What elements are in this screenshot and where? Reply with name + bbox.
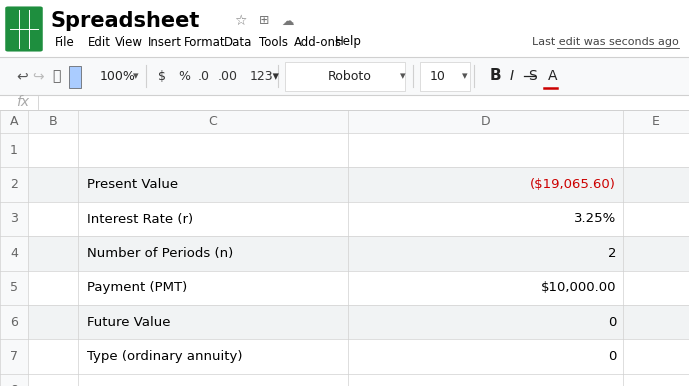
- Text: D: D: [481, 115, 491, 128]
- Text: 2: 2: [608, 247, 616, 260]
- Text: ⎙: ⎙: [52, 69, 61, 83]
- Text: A: A: [548, 69, 557, 83]
- Text: Payment (PMT): Payment (PMT): [87, 281, 187, 294]
- Text: 8: 8: [10, 384, 18, 386]
- Text: Edit: Edit: [88, 36, 111, 49]
- Text: S: S: [528, 69, 537, 83]
- Bar: [0, 133, 28, 386]
- Text: A: A: [10, 115, 18, 128]
- Text: I: I: [510, 69, 514, 83]
- Text: .00: .00: [218, 69, 238, 83]
- Text: C: C: [209, 115, 217, 128]
- Bar: [0, 57, 689, 95]
- Text: 0: 0: [608, 316, 616, 329]
- Text: Future Value: Future Value: [87, 316, 170, 329]
- Text: ↩: ↩: [16, 69, 28, 83]
- Bar: [28, 168, 689, 202]
- Text: Data: Data: [224, 36, 252, 49]
- Text: 1: 1: [10, 144, 18, 157]
- Bar: [69, 66, 81, 88]
- Bar: [28, 202, 689, 236]
- Bar: [28, 374, 689, 386]
- Text: Help: Help: [335, 36, 362, 49]
- Text: ▾: ▾: [462, 71, 468, 81]
- Text: fx: fx: [16, 95, 29, 109]
- Bar: [28, 271, 689, 305]
- Text: Present Value: Present Value: [87, 178, 178, 191]
- Text: 123▾: 123▾: [250, 69, 280, 83]
- Text: 5: 5: [10, 281, 18, 294]
- Text: $: $: [158, 69, 166, 83]
- Text: 3.25%: 3.25%: [574, 213, 616, 225]
- Text: %: %: [178, 69, 190, 83]
- FancyBboxPatch shape: [6, 7, 43, 52]
- Bar: [0, 110, 689, 133]
- Text: 100%: 100%: [100, 69, 136, 83]
- Text: Spreadsheet: Spreadsheet: [50, 11, 199, 31]
- Text: 0: 0: [608, 350, 616, 363]
- Bar: [0, 95, 689, 110]
- Text: ▾: ▾: [133, 71, 138, 81]
- Text: $10,000.00: $10,000.00: [541, 281, 616, 294]
- Text: B: B: [49, 115, 57, 128]
- Text: ⊞: ⊞: [259, 15, 269, 27]
- Text: Number of Periods (n): Number of Periods (n): [87, 247, 233, 260]
- Text: 7: 7: [10, 350, 18, 363]
- Text: 10: 10: [430, 69, 446, 83]
- Text: Insert: Insert: [148, 36, 182, 49]
- Bar: [28, 339, 689, 374]
- Text: File: File: [55, 36, 74, 49]
- Text: ▾: ▾: [400, 71, 406, 81]
- Text: Add-ons: Add-ons: [294, 36, 342, 49]
- Text: ↪: ↪: [32, 69, 43, 83]
- Bar: [285, 62, 405, 91]
- Text: ☆: ☆: [234, 14, 246, 28]
- Text: ☁: ☁: [282, 15, 294, 27]
- Text: .0: .0: [198, 69, 210, 83]
- Bar: [420, 62, 470, 91]
- Text: Roboto: Roboto: [328, 69, 372, 83]
- Text: Interest Rate (r): Interest Rate (r): [87, 213, 193, 225]
- Text: ($19,065.60): ($19,065.60): [531, 178, 616, 191]
- Bar: [28, 133, 689, 168]
- Text: Type (ordinary annuity): Type (ordinary annuity): [87, 350, 243, 363]
- Bar: [0, 0, 689, 57]
- Text: 6: 6: [10, 316, 18, 329]
- Text: 4: 4: [10, 247, 18, 260]
- Bar: [28, 305, 689, 339]
- Text: Format: Format: [184, 36, 225, 49]
- Text: Tools: Tools: [259, 36, 288, 49]
- Text: 2: 2: [10, 178, 18, 191]
- Text: Last edit was seconds ago: Last edit was seconds ago: [532, 37, 679, 47]
- Text: B: B: [490, 68, 502, 83]
- Text: 3: 3: [10, 213, 18, 225]
- Text: E: E: [652, 115, 660, 128]
- Text: View: View: [115, 36, 143, 49]
- Bar: [28, 236, 689, 271]
